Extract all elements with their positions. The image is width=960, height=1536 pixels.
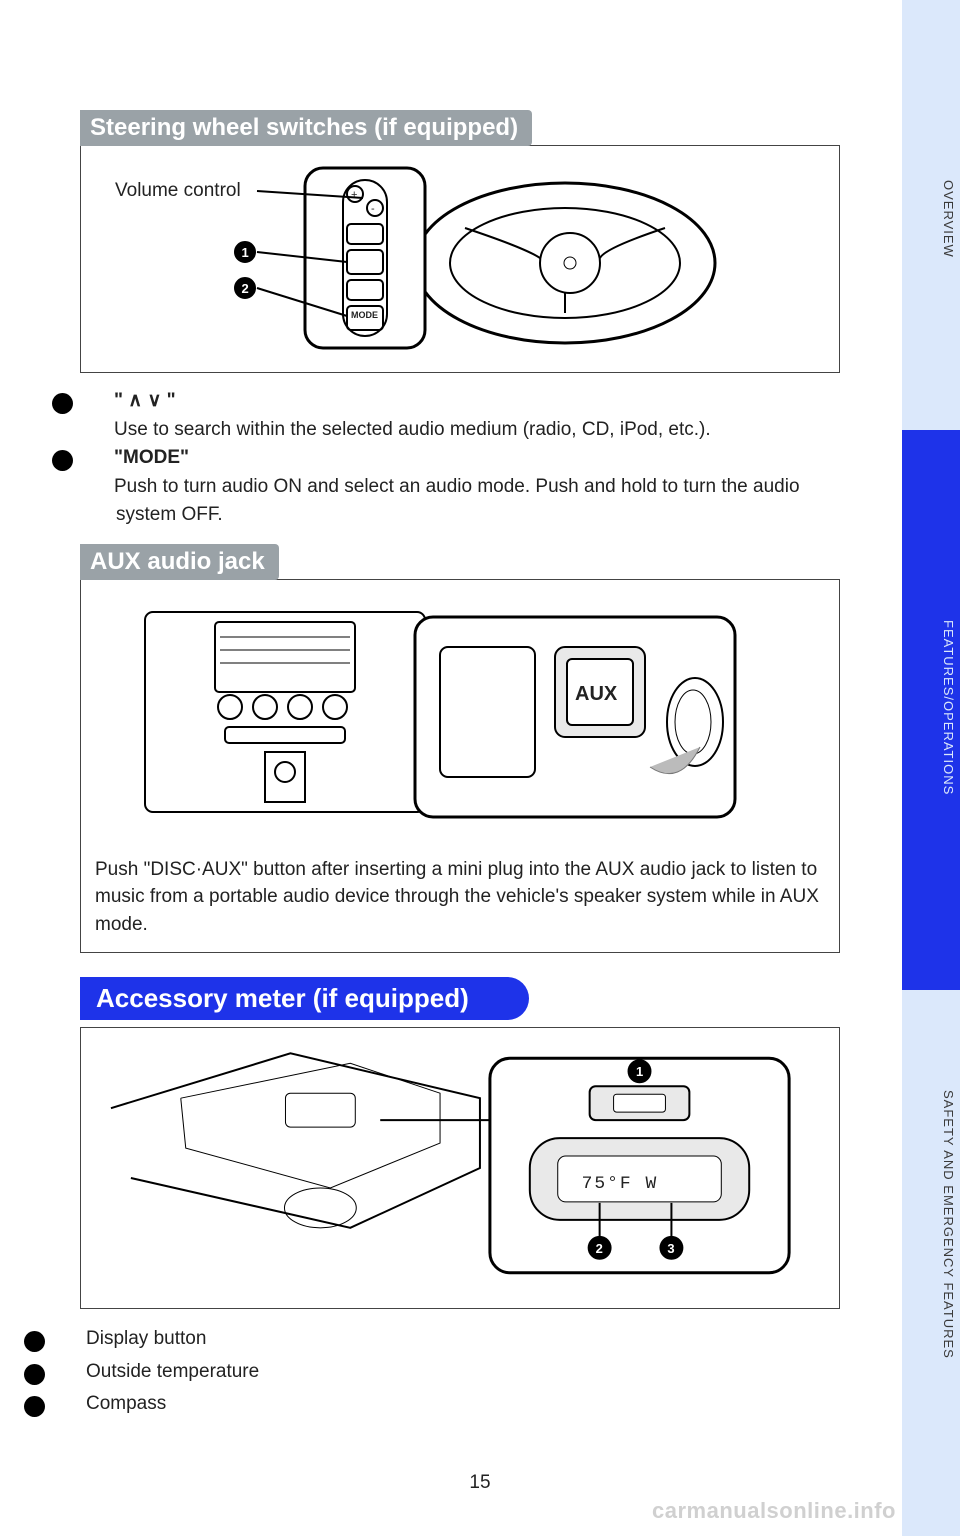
watermark: carmanualsonline.info [652,1498,896,1524]
tab-safety-label: SAFETY AND EMERGENCY FEATURES [906,1090,956,1359]
svg-text:1: 1 [636,1064,643,1079]
list-item: Display button [86,1328,206,1349]
item2-label: "MODE" [114,447,189,468]
svg-text:MODE: MODE [351,310,378,320]
accessory-illustration: 75°F W 1 2 3 [91,1038,829,1298]
item2-text: Push to turn audio ON and select an audi… [114,476,800,526]
item1-text: Use to search within the selected audio … [114,419,711,440]
svg-text:+: + [351,189,357,201]
accessory-list: 1Display button 2Outside temperature 3Co… [80,1309,840,1429]
figure-accessory: 75°F W 1 2 3 [80,1027,840,1309]
steering-description: 1" ∧ ∨ " Use to search within the select… [80,373,840,538]
list-item: Compass [86,1393,166,1414]
figure-aux: AUX Push "DISC·AUX" button after inserti… [80,579,840,954]
svg-text:2: 2 [596,1241,603,1256]
tab-overview-label: OVERVIEW [906,180,956,258]
section-heading-aux: AUX audio jack [80,544,279,580]
aux-illustration: AUX [95,592,825,842]
svg-text:-: - [371,203,375,215]
aux-text: Push "DISC·AUX" button after inserting a… [95,856,825,939]
svg-text:3: 3 [667,1241,674,1256]
figure-steering: + - MODE Volume control 1 2 [80,145,840,373]
side-tabs: OVERVIEW FEATURES/OPERATIONS SAFETY AND … [902,0,960,1536]
svg-text:1: 1 [242,245,249,260]
svg-text:2: 2 [242,281,249,296]
volume-control-label: Volume control [115,180,241,201]
section-heading-steering: Steering wheel switches (if equipped) [80,110,532,146]
svg-text:75°F W: 75°F W [582,1174,659,1194]
tab-features-label: FEATURES/OPERATIONS [906,620,956,795]
page-number: 15 [0,1472,960,1494]
list-item: Outside temperature [86,1361,259,1382]
section-heading-accessory: Accessory meter (if equipped) [80,977,529,1020]
svg-text:AUX: AUX [575,683,618,705]
steering-illustration: + - MODE Volume control 1 2 [95,158,825,358]
